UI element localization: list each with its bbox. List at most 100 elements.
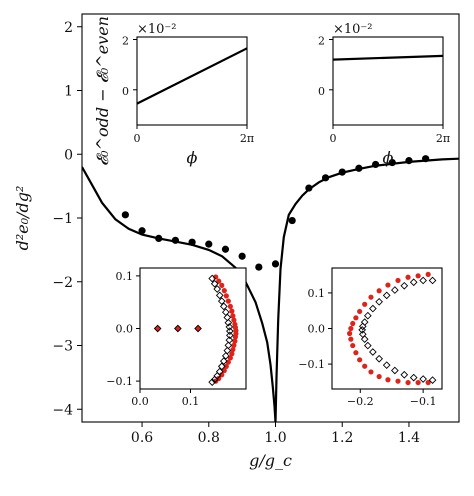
x-tick-label: 0.8 (198, 430, 220, 446)
x-tick-label: −0.2 (347, 395, 374, 408)
data-point (221, 245, 230, 253)
diamond-marker (225, 323, 234, 331)
data-point (205, 240, 213, 248)
inset-frame (332, 36, 444, 126)
y-tick-label: 2 (318, 35, 325, 48)
red-point (216, 278, 222, 284)
data-point (405, 157, 413, 165)
x-axis-label: ϕ (383, 148, 394, 167)
data-point (422, 155, 430, 163)
red-point (348, 325, 354, 332)
data-point (355, 164, 363, 172)
x-axis-label: ϕ (187, 148, 198, 167)
y-tick-label: 2 (64, 20, 73, 36)
data-point (338, 168, 346, 176)
red-point (415, 379, 421, 386)
red-point (405, 379, 411, 386)
diamond-marker (221, 352, 230, 360)
red-point (362, 301, 368, 307)
diamond-marker (226, 327, 234, 335)
diamond-marker (219, 302, 228, 311)
red-point (350, 320, 356, 327)
data-point (238, 252, 246, 260)
data-point (155, 234, 163, 242)
red-point (425, 271, 431, 278)
red-point (395, 378, 401, 384)
diamond-marker (217, 297, 226, 305)
red-point (362, 363, 368, 369)
diamond-marker (358, 326, 367, 334)
data-point (321, 174, 330, 182)
y-tick-label: 0.0 (308, 323, 326, 336)
red-point (232, 334, 238, 340)
y-tick-label: 2 (122, 35, 129, 48)
diamond-marker (391, 286, 399, 294)
y-tick-label: 0 (318, 85, 325, 98)
x-tick-label: 2π (240, 132, 254, 145)
red-point (227, 355, 233, 361)
inset-bottom-right: 0.1 0.0 −0.1 −0.2 −0.1 (298, 267, 443, 408)
diamond-marker (419, 276, 427, 285)
data-point (288, 216, 296, 225)
diamond-marker (210, 279, 219, 288)
data-point (305, 184, 313, 192)
red-point (347, 330, 353, 337)
x-tick-label: 0.0 (131, 395, 149, 408)
y-tick-label: −1 (52, 211, 73, 227)
red-point (221, 288, 227, 294)
diamond-marker (400, 370, 409, 379)
diamond-marker (428, 276, 437, 285)
red-point (385, 282, 391, 288)
diamond-marker (358, 322, 367, 331)
red-point (353, 350, 359, 356)
red-point (368, 369, 374, 375)
data-point (188, 238, 196, 246)
red-point (357, 357, 363, 363)
diamond-marker (369, 348, 377, 356)
y-tick-label: 1 (64, 84, 73, 100)
x-tick-label: 1.2 (331, 430, 353, 446)
red-point (223, 293, 229, 299)
diamond-marker (208, 274, 217, 283)
red-point (395, 277, 401, 284)
x-tick-label: 0 (134, 132, 141, 145)
diamond-marker (375, 297, 383, 306)
red-point (227, 303, 233, 310)
diamond-marker (224, 318, 233, 327)
diamond-marker (194, 324, 202, 333)
y-tick-label: −3 (52, 339, 73, 355)
red-point (225, 298, 231, 304)
y-tick-label: −4 (52, 402, 73, 418)
diamond-marker (369, 304, 377, 313)
red-point (231, 317, 237, 323)
red-point (223, 363, 229, 369)
red-point (232, 338, 238, 344)
red-point (348, 336, 354, 342)
y-axis-label: d²e₀/dg² (13, 186, 32, 251)
inset-top-left: 2 0 0 2π ×10⁻² ϕ 𝓔₀^odd − 𝓔₀^even (93, 16, 254, 167)
diamond-marker (382, 361, 391, 369)
diamond-marker (213, 285, 222, 293)
diamond-marker (400, 281, 409, 290)
red-point (425, 379, 431, 386)
x-tick-label: 0.6 (131, 430, 153, 446)
diamond-marker (375, 354, 383, 363)
offset-text: ×10⁻² (333, 22, 373, 37)
red-point (376, 288, 382, 294)
y-axis-label: 𝓔₀^odd − 𝓔₀^even (93, 16, 112, 166)
red-point (230, 313, 236, 319)
red-point (385, 377, 391, 383)
data-point (121, 211, 129, 219)
data-point (388, 158, 396, 167)
diamond-marker (363, 341, 372, 350)
diamond-marker (360, 335, 369, 344)
red-point (229, 351, 235, 357)
red-point (368, 294, 374, 300)
diamond-marker (226, 331, 234, 340)
main-plot: 0.6 0.8 1.0 1.2 1.4 2 1 0 −1 −2 −3 −4 g/g_c d²e₀/dg² (13, 13, 460, 470)
diamond-marker (409, 373, 418, 382)
data-point (371, 160, 380, 169)
offset-text: ×10⁻² (137, 22, 177, 37)
red-point (357, 308, 363, 315)
